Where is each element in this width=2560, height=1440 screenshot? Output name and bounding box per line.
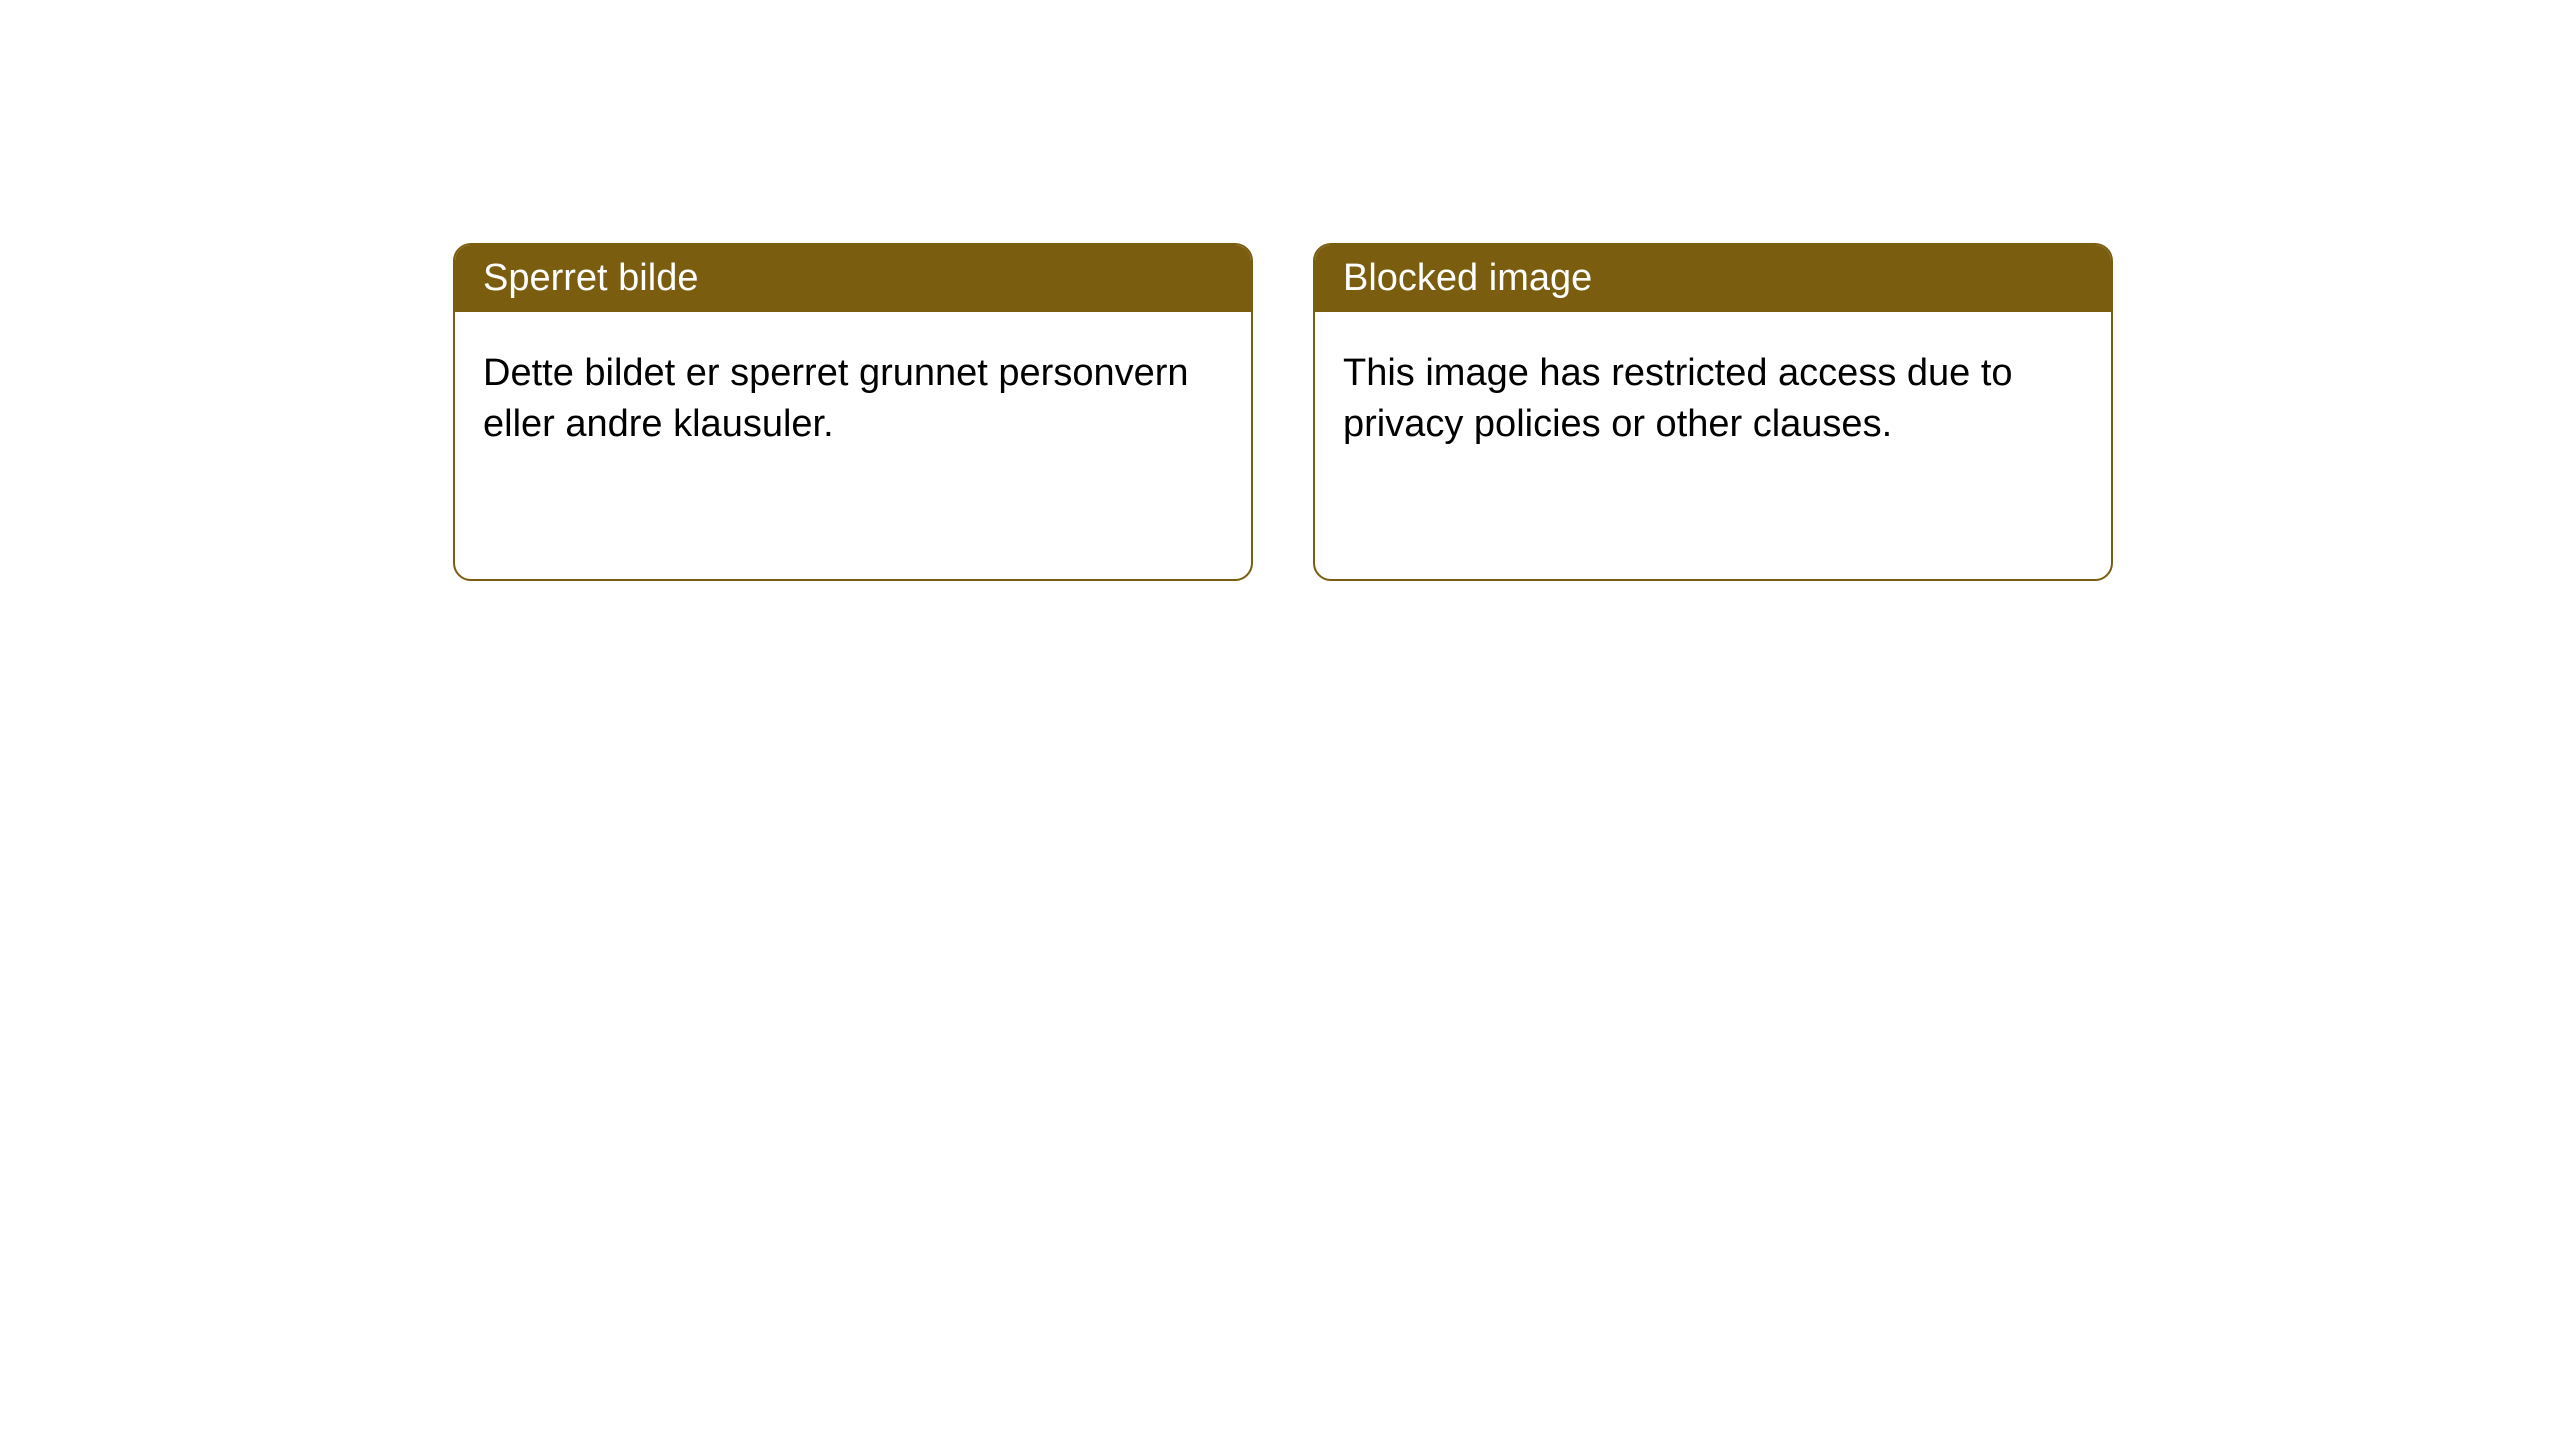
notice-card-norwegian: Sperret bilde Dette bildet er sperret gr… [453,243,1253,581]
notice-container: Sperret bilde Dette bildet er sperret gr… [0,0,2560,581]
notice-body: This image has restricted access due to … [1315,312,2111,487]
notice-card-english: Blocked image This image has restricted … [1313,243,2113,581]
notice-header: Sperret bilde [455,245,1251,312]
notice-body: Dette bildet er sperret grunnet personve… [455,312,1251,487]
notice-header: Blocked image [1315,245,2111,312]
